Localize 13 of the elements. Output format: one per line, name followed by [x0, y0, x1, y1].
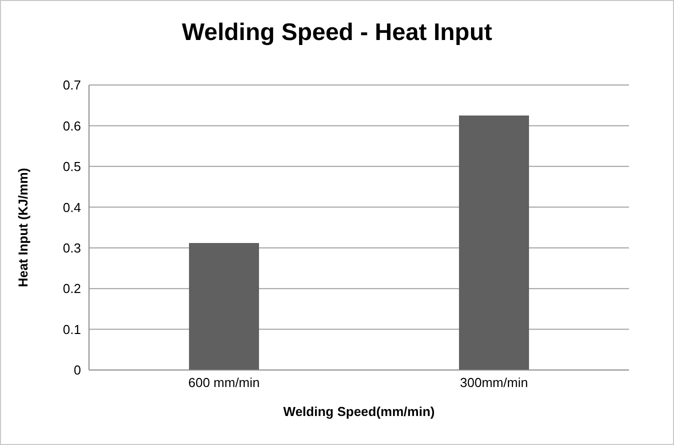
- y-tick-label: 0.7: [62, 78, 81, 93]
- y-tick-label: 0.4: [62, 200, 81, 215]
- chart-title: Welding Speed - Heat Input: [180, 19, 494, 47]
- y-tick-label: 0.6: [62, 118, 81, 134]
- x-tick-label: 600 mm/min: [188, 375, 260, 390]
- y-tick-label: 0.5: [62, 159, 81, 174]
- y-tick-label: 0: [74, 362, 81, 378]
- x-tick-label: 300mm/min: [460, 375, 528, 390]
- y-tick-label: 0.2: [62, 281, 81, 296]
- x-axis-title: Welding Speed(mm/min): [283, 404, 435, 419]
- y-tick-label: 0.1: [62, 322, 81, 337]
- y-axis-title: Heat Input (KJ/mm): [16, 168, 31, 288]
- y-tick-label: 0.3: [62, 240, 81, 256]
